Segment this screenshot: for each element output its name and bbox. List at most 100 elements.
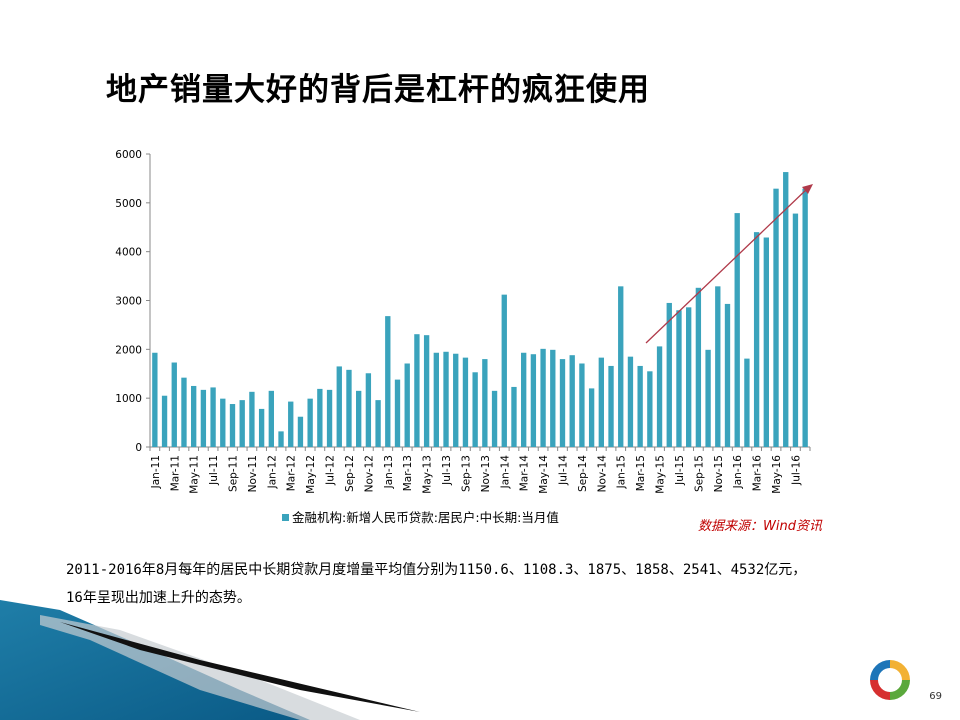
bar (550, 349, 556, 447)
legend-swatch (282, 514, 289, 521)
bar (627, 356, 634, 447)
bar (356, 390, 362, 447)
x-tick-label: Nov-14 (596, 455, 608, 493)
trend-arrow (645, 184, 813, 344)
x-tick-label: Jan-14 (499, 455, 511, 490)
bar (152, 352, 158, 447)
bar (753, 232, 760, 447)
bar (210, 387, 216, 447)
bar (375, 400, 381, 447)
bar (724, 303, 731, 447)
bar (239, 400, 245, 447)
bar (229, 404, 236, 447)
bar (453, 353, 459, 447)
bar (511, 386, 517, 447)
bar (588, 388, 595, 447)
x-tick-label: May-13 (422, 455, 434, 494)
bar (268, 390, 274, 447)
caption-line: 16年呈现出加速上升的态势。 (66, 590, 251, 606)
x-tick-label: Jul-11 (208, 455, 220, 486)
bar (579, 363, 585, 447)
bar (676, 310, 682, 447)
bar (385, 316, 391, 447)
x-tick-label: May-16 (771, 455, 783, 494)
bar (686, 307, 692, 447)
x-axis-group: Jan-11 Mar-11 May-11 Jul-11 Sep-11 Nov-11 Jan-… (149, 447, 811, 494)
bar (656, 346, 663, 447)
bar (278, 431, 284, 447)
x-tick-label: Sep-11 (228, 455, 240, 492)
bar (608, 365, 614, 447)
y-tick-label: 0 (135, 442, 142, 454)
bar (433, 352, 439, 447)
bar (530, 354, 537, 447)
x-tick-label: Mar-13 (402, 455, 414, 491)
bar (569, 355, 575, 447)
x-tick-label: Jan-15 (616, 455, 628, 489)
x-tick-label: Nov-11 (247, 455, 259, 492)
bar (404, 363, 410, 447)
y-tick-label: 6000 (115, 149, 142, 161)
x-tick-label: Sep-14 (577, 455, 589, 492)
x-tick-label: Sep-13 (460, 455, 472, 492)
bar (695, 287, 702, 447)
caption: 2011-2016年8月每年的居民中长期贷款月度增量平均值分别为1150.6、1… (66, 556, 946, 612)
x-tick-label: Mar-15 (635, 455, 647, 491)
bar (462, 357, 469, 447)
y-tick-label: 5000 (115, 198, 142, 210)
bar (191, 385, 197, 447)
x-tick-label: Mar-12 (286, 455, 298, 491)
x-tick-label: May-14 (538, 455, 550, 494)
trend-arrow-line (645, 187, 809, 344)
bar (472, 372, 478, 447)
x-tick-label: Nov-15 (713, 455, 725, 492)
bar (763, 237, 769, 447)
bar (598, 357, 604, 447)
bar (414, 334, 420, 447)
bar (346, 369, 352, 447)
bar (171, 362, 177, 447)
x-tick-label: May-15 (655, 455, 667, 494)
caption-line: 2011-2016年8月每年的居民中长期贷款月度增量平均值分别为1150.6、1… (66, 562, 807, 578)
bar (734, 213, 740, 447)
x-tick-label: Jan-13 (383, 455, 395, 489)
x-tick-label: Mar-14 (519, 455, 531, 492)
bar (297, 416, 304, 447)
x-tick-label: Jul-12 (325, 455, 337, 486)
bar (326, 389, 333, 447)
legend-label: 金融机构:新增人民币贷款:居民户:中长期:当月值 (292, 510, 559, 525)
bar (666, 302, 672, 447)
x-tick-label: Jul-14 (558, 455, 570, 486)
slide-title: 地产销量大好的背后是杠杆的疯狂使用 (106, 72, 650, 108)
x-tick-label: Jan-11 (150, 455, 162, 489)
bar (336, 366, 342, 447)
bar (220, 398, 226, 447)
bar (783, 172, 789, 447)
bar (161, 395, 168, 447)
bar (394, 379, 401, 447)
bar (773, 188, 779, 447)
x-tick-label: Nov-12 (363, 455, 375, 492)
bar (200, 389, 207, 447)
y-tick-label: 4000 (115, 247, 142, 259)
bar (647, 371, 653, 447)
bars-group (152, 172, 808, 447)
bar (288, 401, 294, 447)
data-source-note: 数据来源：Wind资讯 (698, 519, 822, 534)
bar (365, 373, 372, 447)
bar (423, 335, 430, 447)
bar (258, 408, 265, 447)
bar (501, 294, 507, 447)
bar (637, 365, 643, 447)
page-number: 69 (929, 691, 942, 702)
bar (317, 388, 323, 447)
y-tick-label: 1000 (115, 393, 142, 405)
x-tick-label: Jan-16 (732, 455, 744, 490)
bar (559, 359, 566, 447)
bar (540, 348, 546, 447)
x-tick-label: Mar-11 (169, 455, 181, 491)
x-tick-label: Jan-12 (266, 455, 278, 489)
bar (482, 359, 488, 447)
